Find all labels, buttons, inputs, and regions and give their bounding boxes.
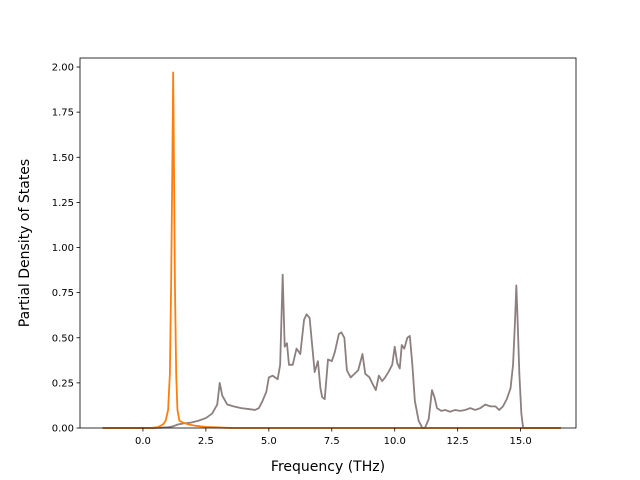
y-tick-label: 0.75 <box>52 288 74 299</box>
y-tick-label: 1.50 <box>52 153 74 164</box>
x-tick-label: 0.0 <box>135 436 151 447</box>
plot-frame <box>79 57 577 429</box>
y-tick-label: 1.25 <box>52 198 74 209</box>
series-line-2 <box>102 71 561 429</box>
x-axis-label: Frequency (THz) <box>271 459 385 475</box>
y-tick-label: 0.00 <box>52 424 74 435</box>
x-tick-label: 15.0 <box>509 436 531 447</box>
y-tick-label: 0.50 <box>52 333 74 344</box>
x-axis: 0.0 2.5 5.0 7.5 10.0 12.5 15.0 <box>135 428 532 447</box>
y-axis-label: Partial Density of States <box>17 159 33 327</box>
y-axis: 0.00 0.25 0.50 0.75 1.00 1.25 1.50 1.75 2.00 <box>52 63 80 435</box>
x-tick-label: 7.5 <box>324 436 340 447</box>
series-layer <box>102 71 561 429</box>
y-tick-label: 1.00 <box>52 243 74 254</box>
y-tick-label: 1.75 <box>52 108 74 119</box>
x-tick-label: 10.0 <box>384 436 406 447</box>
series-line-1 <box>102 273 561 429</box>
x-tick-label: 5.0 <box>261 436 277 447</box>
y-tick-label: 2.00 <box>52 63 74 74</box>
x-tick-label: 12.5 <box>447 436 469 447</box>
x-tick-label: 2.5 <box>198 436 214 447</box>
y-tick-label: 0.25 <box>52 378 74 389</box>
